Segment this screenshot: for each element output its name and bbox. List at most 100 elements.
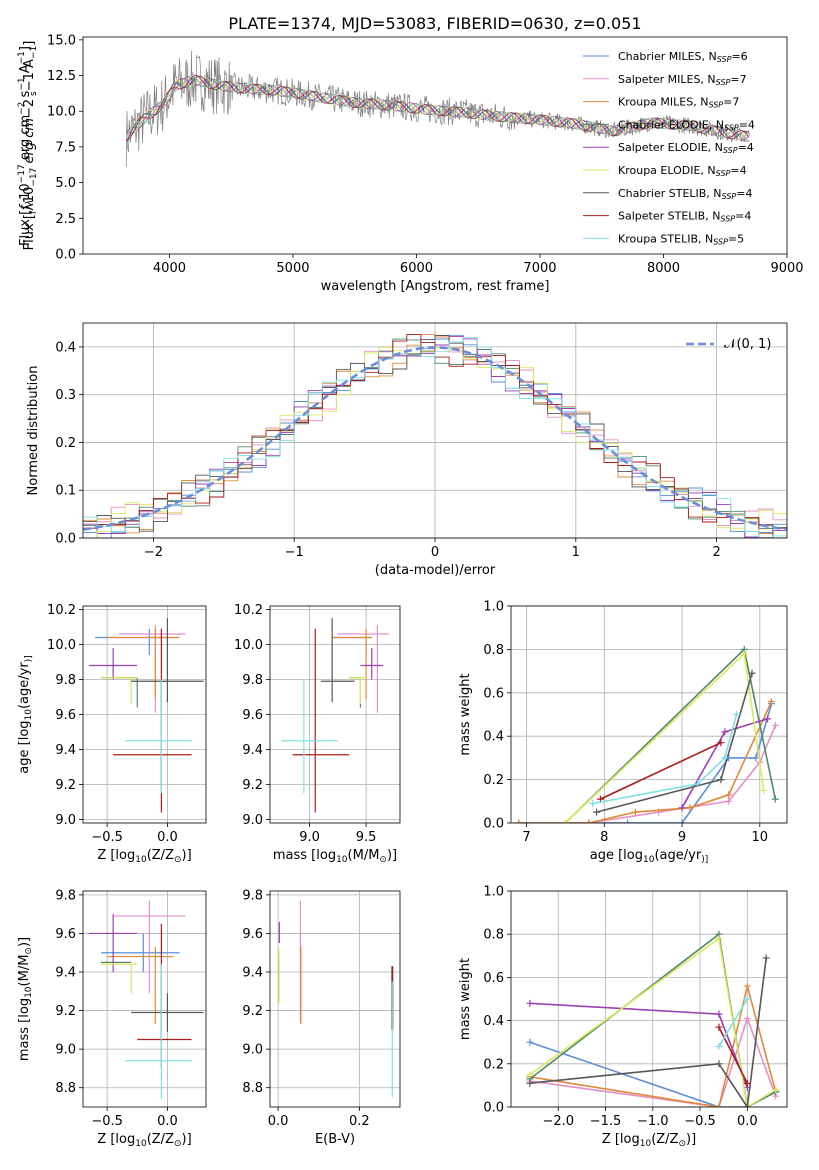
y-tick-label: 0.2 <box>483 1057 504 1072</box>
plot-area: 4000 5000 6000 7000 8000 90000.02.55.07.510.0… <box>17 33 804 1148</box>
x-tick-label: 0.0 <box>268 1114 289 1129</box>
x-tick-label: 0.0 <box>157 1114 178 1129</box>
y-tick-label: 0.4 <box>483 1014 504 1029</box>
label-part: 10 <box>643 855 655 865</box>
x-tick-label: 2 <box>712 545 720 560</box>
y-tick-label: 9.8 <box>55 888 76 903</box>
x-tick-label: 9000 <box>770 261 803 276</box>
label-part: =7 <box>723 96 739 109</box>
x-tick-label: −1.0 <box>637 1114 669 1129</box>
label-part: =4 <box>735 210 751 223</box>
weight-line <box>592 714 738 805</box>
y-tick-label: 9.4 <box>242 966 263 981</box>
x-axis-label: Z [log10(Z/Z⊙)] <box>97 848 191 865</box>
label-part: =4 <box>739 118 755 131</box>
label-part: ( <box>17 704 32 709</box>
weight-line <box>718 998 748 1047</box>
label-part: SSP <box>716 169 731 178</box>
label-part: )] <box>387 848 397 863</box>
label-part: ⊙ <box>174 855 182 865</box>
x-axis-label: wavelength [Angstrom, rest frame] <box>321 279 550 294</box>
weight-marker <box>743 1079 751 1087</box>
label-part: )] <box>182 848 192 863</box>
x-tick-label: 0 <box>431 545 439 560</box>
label-part: ( <box>17 981 32 986</box>
label-part: =4 <box>738 141 754 154</box>
x-tick-label: −0.5 <box>91 1114 123 1129</box>
weight-marker <box>743 1103 751 1107</box>
weight-marker <box>732 711 740 718</box>
label-part: ] <box>18 46 33 51</box>
label-part: M/M <box>17 955 32 982</box>
y-axis-label: mass weight <box>458 958 473 1040</box>
legend-label: Kroupa STELIB, NSSP=5 <box>618 232 744 246</box>
y-axis-label: Normed distribution <box>26 366 41 496</box>
y-tick-label: 10.0 <box>47 638 76 653</box>
weight-marker <box>721 728 729 736</box>
label-part: SSP <box>723 147 738 156</box>
label-part: Z/Z <box>152 848 174 863</box>
y-tick-label: 9.8 <box>242 888 263 903</box>
legend-label: Salpeter MILES, NSSP=7 <box>618 73 747 87</box>
y-tick-label: 0.8 <box>483 643 504 658</box>
x-tick-label: −1.5 <box>590 1114 622 1129</box>
x-tick-label: 0.2 <box>349 1114 370 1129</box>
label-part: Z/Z <box>152 1132 174 1147</box>
y-axis-label: Flux [fλ10−17 erg cm−2 s−1 A−1] <box>17 46 35 246</box>
y-tick-label: 9.0 <box>242 813 263 828</box>
x-tick-label: 9 <box>678 830 686 845</box>
plot-layer <box>281 618 389 813</box>
weight-marker <box>694 780 702 788</box>
label-part: Z [log <box>97 848 135 863</box>
y-tick-label: 9.4 <box>242 743 263 758</box>
weight-marker <box>631 808 639 816</box>
y-tick-label: 0.6 <box>483 971 504 986</box>
y-tick-label: 0.0 <box>483 1101 504 1116</box>
label-part: )] <box>686 1132 696 1147</box>
label-part: )] <box>701 855 708 865</box>
weight-marker <box>772 1086 780 1094</box>
label-part: 10 <box>18 183 33 200</box>
label-part: ⊙ <box>379 855 387 865</box>
label-part: −17 <box>17 164 27 183</box>
x-tick-label: 9.0 <box>299 830 320 845</box>
label-part: f <box>29 210 39 214</box>
label-part: age [log <box>17 720 32 773</box>
label-part: ( <box>348 848 353 863</box>
label-part: 10 <box>22 187 37 204</box>
weight-marker <box>717 739 725 747</box>
x-tick-label: 10 <box>752 830 769 845</box>
label-part: SSP <box>713 238 728 247</box>
label-part: =4 <box>730 164 746 177</box>
residual-histogram <box>83 335 787 538</box>
label-part: −2 <box>17 102 27 115</box>
weight-marker <box>743 995 751 1003</box>
label-part: SSP <box>716 78 731 87</box>
axes-frame <box>82 890 207 1108</box>
label-part: 10 <box>135 855 147 865</box>
label-part: ⊙ <box>678 1139 686 1149</box>
y-tick-label: 10.0 <box>47 105 76 120</box>
weight-marker <box>715 1023 723 1031</box>
y-tick-label: 9.4 <box>55 743 76 758</box>
x-axis-label: Z [log10(Z/Z⊙)] <box>97 1132 191 1149</box>
y-tick-label: 9.2 <box>242 778 263 793</box>
weight-marker <box>743 982 751 990</box>
legend-label: Chabrier STELIB, NSSP=4 <box>618 187 752 201</box>
label-part: SSP <box>708 101 723 110</box>
label-part: ( <box>147 1132 152 1147</box>
x-tick-label: −1 <box>285 545 304 560</box>
axes-spectrum: 4000 5000 6000 7000 8000 9000 0.0 2.5 5.0 7.5 10.0… <box>22 33 804 294</box>
x-tick-label: 0.0 <box>737 1114 758 1129</box>
y-tick-label: 0.3 <box>55 388 76 403</box>
axes-frame <box>82 322 788 539</box>
y-tick-label: 0.0 <box>483 817 504 832</box>
legend-label: 𝒩(0, 1) <box>724 337 771 352</box>
weight-marker <box>561 819 569 823</box>
weight-marker <box>725 797 733 805</box>
x-axis-label: mass [log10(M/M⊙)] <box>273 848 397 865</box>
y-tick-label: 0.2 <box>483 773 504 788</box>
label-part: −1 <box>22 72 37 91</box>
weight-marker <box>515 819 523 823</box>
